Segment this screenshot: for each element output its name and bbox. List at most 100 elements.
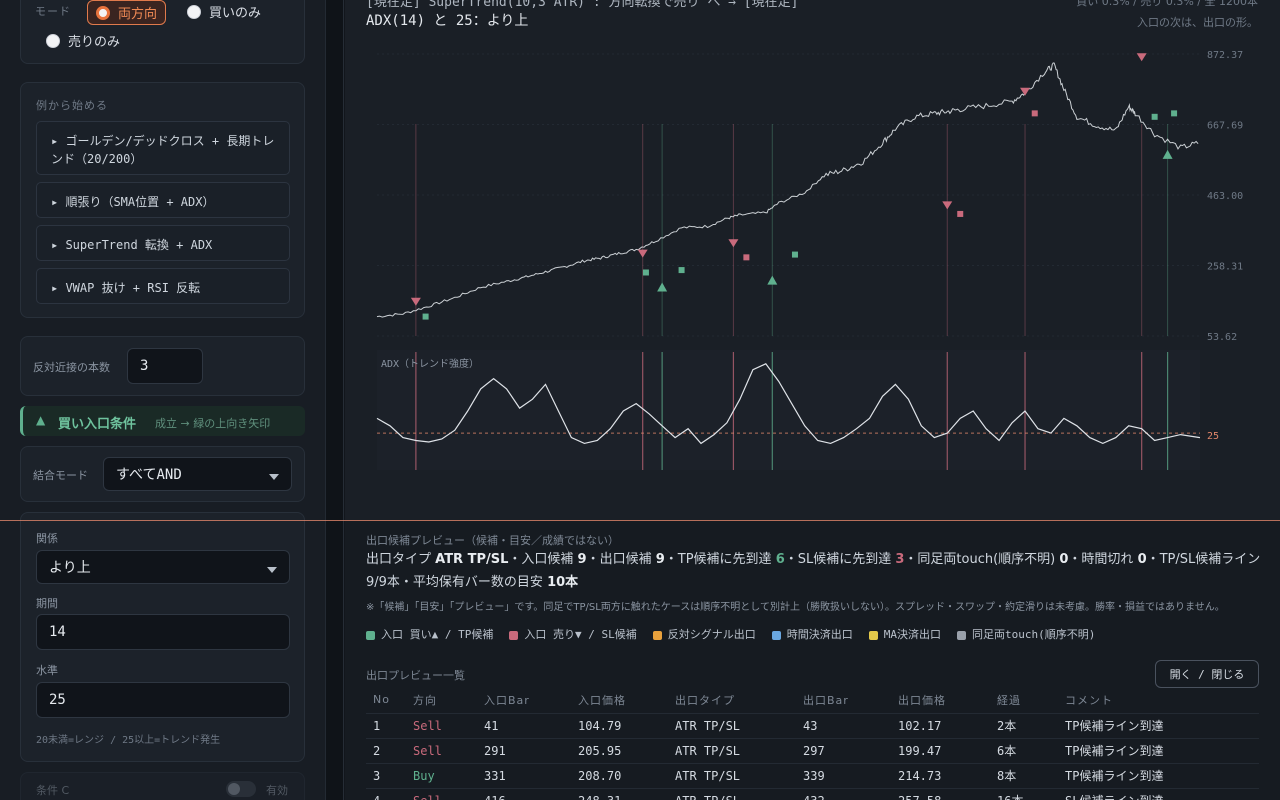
column-header: コメント: [1065, 693, 1113, 707]
level-input[interactable]: 25: [36, 682, 290, 718]
exit-marker: [642, 269, 649, 276]
column-header: 出口価格: [898, 693, 946, 707]
exit-marker: [743, 254, 750, 261]
condition-c-card: 条件 C 有効: [20, 772, 305, 800]
example-vwap-button[interactable]: ▸ VWAP 抜け + RSI 反転: [36, 268, 290, 304]
adx-panel: [377, 350, 1200, 470]
opposite-count-input[interactable]: 3: [127, 348, 203, 384]
opposite-count-label: 反対近接の本数: [33, 361, 110, 374]
buy-entry-marker: [1162, 149, 1173, 159]
table-cell: 248.31: [578, 787, 675, 800]
condition-b-card: 関係 より上 期間 14 水準 25 20未満=レンジ / 25以上=トレンド発…: [20, 512, 305, 762]
preview-summary: 出口タイプ ATR TP/SL・入口候補 9・出口候補 9・TP候補に先到達 6…: [366, 548, 1266, 594]
preview-title: 出口候補プレビュー（候補・目安／成績ではない）: [366, 534, 619, 547]
table-cell: 8本: [997, 762, 1065, 788]
summary-part: ・出口候補: [586, 552, 656, 567]
column-header: 方向: [413, 693, 437, 707]
summary-part: ・時間切れ: [1068, 552, 1138, 567]
column-header: 入口Bar: [484, 693, 530, 707]
buy-entry-marker: [767, 275, 778, 285]
legend-swatch-icon: [652, 630, 662, 640]
exit-marker: [422, 313, 429, 320]
relation-select[interactable]: より上: [36, 550, 290, 584]
exit-marker: [678, 267, 685, 274]
table-header-row: No 方向 入口Bar 入口価格 出口タイプ 出口Bar 出口価格 経過 コメント: [366, 687, 1259, 713]
table-cell: 208.70: [578, 762, 675, 788]
chevron-down-icon: [267, 567, 277, 573]
table-cell: ATR TP/SL: [675, 712, 803, 738]
adx-series-line: [376, 363, 1201, 445]
buy-entry-marker: [657, 282, 668, 292]
chart-header-right1: 買い 0.3% / 売り 0.3% / 全 1200本: [1076, 0, 1258, 8]
legend-swatch-icon: [771, 630, 781, 640]
legend-item: 時間決済出口: [771, 628, 853, 641]
toggle-knob: [228, 783, 240, 795]
column-header: 入口価格: [578, 693, 626, 707]
table-cell: 205.95: [578, 737, 675, 763]
table-row[interactable]: 3 Buy 331 208.70 ATR TP/SL 339 214.73 8本 TP候補ライン…: [366, 762, 1259, 788]
legend-swatch-icon: [509, 630, 519, 640]
mode-option-sell-only[interactable]: 売りのみ: [46, 31, 120, 50]
condition-c-label: 条件 C: [36, 784, 70, 797]
combine-mode-card: 結合モード すべてAND: [20, 446, 305, 502]
table-cell: Buy: [413, 762, 484, 788]
mode-label: モード: [35, 5, 71, 18]
exit-marker: [1151, 113, 1158, 120]
examples-title: 例から始める: [36, 99, 108, 112]
summary-part: 6: [775, 552, 785, 567]
legend-swatch-icon: [868, 630, 878, 640]
radio-icon: [46, 33, 60, 48]
legend-swatch-icon: [956, 630, 966, 640]
buy-condition-title: 買い入口条件: [58, 417, 137, 432]
legend-item: MA決済出口: [868, 628, 941, 641]
summary-part: ・TP/SL候補ライン: [1146, 552, 1261, 567]
table-cell: 331: [484, 762, 578, 788]
summary-part: 0: [1059, 552, 1069, 567]
example-golden-cross-button[interactable]: ▸ ゴールデン/デッドクロス + 長期トレンド（20/200）: [36, 121, 290, 175]
adx-level-label: 25: [1207, 431, 1220, 442]
table-cell: 2: [366, 737, 413, 763]
condition-c-toggle[interactable]: [226, 781, 256, 797]
example-trend-follow-button[interactable]: ▸ 順張り（SMA位置 + ADX）: [36, 182, 290, 218]
table-cell: 257.58: [898, 787, 997, 800]
toggle-list-button[interactable]: 開く / 閉じる: [1155, 660, 1259, 688]
table-cell: 16本: [997, 787, 1065, 800]
table-row[interactable]: 4Sell416248.31ATR TP/SL432257.5816本SL候補ラ…: [366, 787, 1259, 800]
split-line: [0, 520, 1280, 521]
table-body: 1 Sell 41 104.79 ATR TP/SL 43 102.17 2本 TP候補ライン到…: [366, 712, 1259, 800]
table-cell: TP候補ライン到達: [1065, 737, 1259, 763]
table-row[interactable]: 1 Sell 41 104.79 ATR TP/SL 43 102.17 2本 TP候補ライン到…: [366, 712, 1259, 738]
summary-part: 9: [655, 552, 665, 567]
legend-item: 入口 買い▲ / TP候補: [366, 628, 493, 641]
table-row[interactable]: 2 Sell 291 205.95 ATR TP/SL 297 199.47 6本 TP候補ライ…: [366, 737, 1259, 763]
table-cell: 6本: [997, 737, 1065, 763]
level-hint: 20未満=レンジ / 25以上=トレンド発生: [36, 735, 221, 746]
table-cell: TP候補ライン到達: [1065, 712, 1259, 738]
preview-note: ※「候補」「目安」「プレビュー」です。同足でTP/SL両方に触れたケースは順序不…: [366, 602, 1225, 613]
legend-item: 反対シグナル出口: [652, 628, 756, 641]
mode-option-both[interactable]: 両方向: [87, 0, 167, 25]
buy-condition-header[interactable]: ▲ 買い入口条件 成立 → 緑の上向き矢印: [20, 406, 305, 436]
sidebar: モード 両方向 買いのみ 売りのみ 例から始める ▸ ゴールデン/デッドクロス …: [0, 0, 326, 800]
chevron-down-icon: [269, 474, 279, 480]
table-cell: ATR TP/SL: [675, 762, 803, 788]
table-cell: 4: [366, 787, 413, 800]
summary-part: 3: [895, 552, 905, 567]
example-supertrend-button[interactable]: ▸ SuperTrend 転換 + ADX: [36, 225, 290, 261]
table-cell: 416: [484, 787, 578, 800]
table-cell: 1: [366, 712, 413, 738]
period-input[interactable]: 14: [36, 614, 290, 650]
condition-c-toggle-label: 有効: [266, 784, 288, 797]
table-cell: 199.47: [898, 737, 997, 763]
price-chart: 872.37 667.69 463.00 258.31 53.62: [376, 50, 1243, 470]
summary-part: ・SL候補に先到達: [784, 552, 896, 567]
table-cell: 2本: [997, 712, 1065, 738]
y-tick-label: 667.69: [1207, 120, 1243, 131]
sell-entry-marker: [637, 249, 648, 258]
summary-part: 9: [577, 552, 587, 567]
relation-label: 関係: [36, 532, 58, 545]
panel-divider[interactable]: [326, 0, 344, 800]
y-tick-label: 258.31: [1207, 261, 1243, 272]
combine-mode-select[interactable]: すべてAND: [103, 457, 292, 491]
mode-option-buy-only[interactable]: 買いのみ: [187, 2, 261, 21]
